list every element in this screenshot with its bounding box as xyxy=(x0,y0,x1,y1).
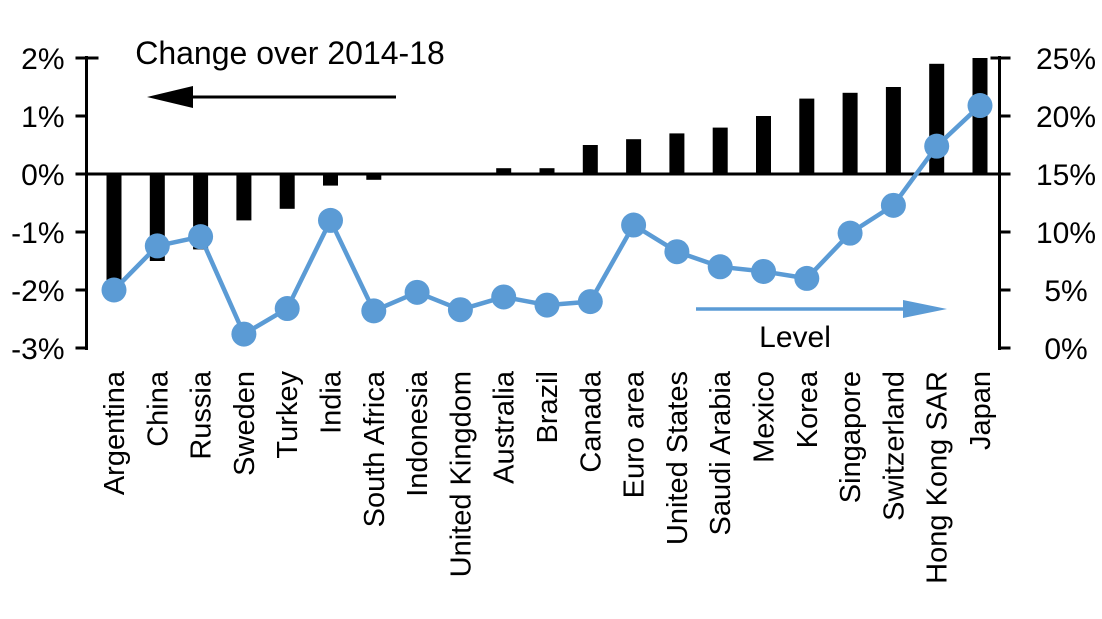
y-axis-left-tick-label: -3% xyxy=(11,333,64,366)
level-point-euro-area xyxy=(621,212,647,238)
level-point-united-states xyxy=(664,239,690,265)
x-axis-label: Switzerland xyxy=(878,371,910,521)
level-point-russia xyxy=(188,224,214,250)
bar-australia xyxy=(496,168,512,174)
x-axis-label: Argentina xyxy=(99,370,131,495)
level-point-australia xyxy=(491,284,517,310)
x-axis-label: Mexico xyxy=(749,371,781,463)
level-point-singapore xyxy=(837,220,863,246)
x-axis-label: Indonesia xyxy=(402,370,434,497)
y-axis-right-tick-label: 20% xyxy=(1036,101,1096,134)
bar-brazil xyxy=(539,168,555,174)
x-axis-label: Euro area xyxy=(619,370,651,498)
x-axis-label: Hong Kong SAR xyxy=(922,371,954,584)
bar-korea xyxy=(799,98,815,174)
y-axis-right-tick-label: 10% xyxy=(1036,217,1096,250)
level-point-china xyxy=(144,233,170,259)
y-axis-left-tick-label: -1% xyxy=(11,217,64,250)
x-axis-label: India xyxy=(316,370,348,434)
y-axis-right-tick-label: 5% xyxy=(1044,275,1087,308)
bar-canada xyxy=(582,145,598,174)
y-axis-right-tick-label: 15% xyxy=(1036,159,1096,192)
level-point-united-kingdom xyxy=(447,297,473,323)
level-point-south-africa xyxy=(361,298,387,324)
x-axis-label: Japan xyxy=(965,371,997,450)
level-point-hong-kong-sar xyxy=(924,133,950,159)
x-axis-label: China xyxy=(142,370,174,447)
y-axis-left-tick-label: 1% xyxy=(21,101,64,134)
level-point-mexico xyxy=(751,258,776,284)
x-axis-label: Saudi Arabia xyxy=(705,370,737,535)
level-point-brazil xyxy=(534,292,560,318)
x-axis-label: Russia xyxy=(186,370,218,460)
bar-saudi-arabia xyxy=(712,127,728,174)
bar-switzerland xyxy=(885,87,901,174)
y-axis-right-tick-label: 0% xyxy=(1044,333,1087,366)
bar-argentina xyxy=(106,174,122,285)
y-axis-left-tick-label: 2% xyxy=(21,43,64,76)
level-point-india xyxy=(318,207,343,233)
level-point-argentina xyxy=(101,277,127,303)
y-axis-right-tick-label: 25% xyxy=(1036,43,1096,76)
level-point-switzerland xyxy=(880,192,906,218)
level-point-sweden xyxy=(231,321,257,347)
x-axis-label: United Kingdom xyxy=(445,371,477,577)
bar-united-states xyxy=(669,133,685,174)
bar-india xyxy=(323,174,338,186)
level-point-japan xyxy=(967,93,993,119)
bar-south-africa xyxy=(366,174,382,180)
y-axis-left-tick-label: -2% xyxy=(11,275,64,308)
bar-singapore xyxy=(842,92,858,174)
x-axis-label: Turkey xyxy=(272,371,304,459)
level-point-indonesia xyxy=(404,279,430,305)
level-point-turkey xyxy=(274,296,300,322)
bar-turkey xyxy=(279,174,295,209)
level-point-canada xyxy=(577,289,603,315)
level-arrow-icon xyxy=(903,300,947,318)
change-arrow-icon xyxy=(147,86,193,108)
level-point-saudi-arabia xyxy=(707,254,733,280)
x-axis-label: Singapore xyxy=(835,371,867,503)
level-point-korea xyxy=(794,265,820,291)
x-axis-label: Australia xyxy=(489,370,521,484)
bar-series-label: Change over 2014-18 xyxy=(135,35,445,71)
bar-mexico xyxy=(756,116,771,174)
x-axis-label: South Africa xyxy=(359,370,391,527)
x-axis-label: Korea xyxy=(792,370,824,448)
bar-sweden xyxy=(236,174,252,221)
x-axis-label: Canada xyxy=(575,370,607,472)
bar-euro-area xyxy=(626,139,642,174)
x-axis-label: Sweden xyxy=(229,371,261,476)
x-axis-label: Brazil xyxy=(532,371,564,444)
line-series-label: Level xyxy=(759,321,831,354)
x-axis-label: United States xyxy=(662,371,694,545)
y-axis-left-tick-label: 0% xyxy=(21,159,64,192)
